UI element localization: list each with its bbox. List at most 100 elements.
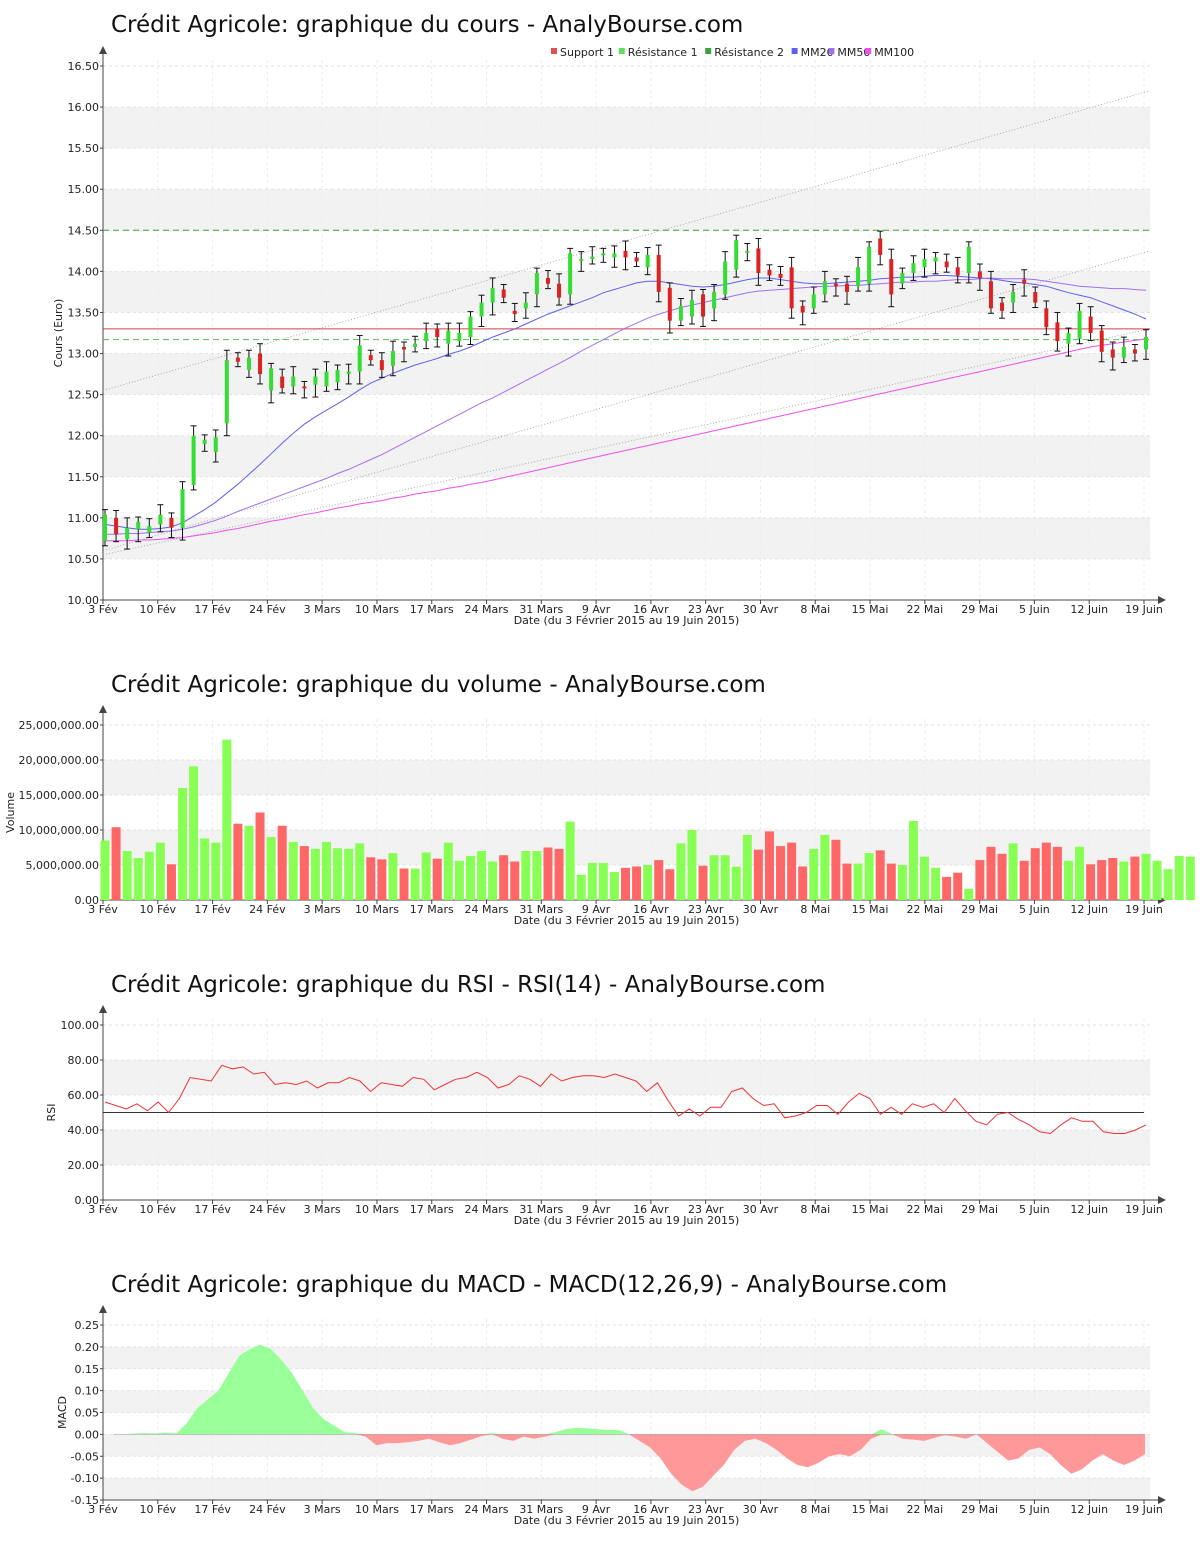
candle-body (601, 253, 606, 256)
candle-body (656, 254, 661, 292)
candle-body (1144, 337, 1148, 350)
candle-body (889, 259, 894, 295)
legend-swatch (618, 48, 625, 54)
candle (965, 241, 972, 284)
candle (976, 263, 983, 291)
candle (744, 242, 751, 262)
y-tick-label: 11.50 (68, 471, 100, 484)
x-axis-arrow (1158, 596, 1166, 604)
grid-band (103, 189, 1150, 231)
volume-bar (698, 865, 708, 900)
candle-body (468, 316, 473, 338)
x-tick-label: 22 Mai (906, 603, 943, 616)
volume-bar (211, 842, 221, 900)
candle-body (833, 283, 838, 287)
candle (467, 311, 474, 346)
candle (832, 278, 839, 297)
candle (544, 270, 551, 290)
candle (600, 247, 607, 263)
grid-band (103, 1478, 1150, 1500)
volume-bar (1119, 861, 1129, 900)
candle-body (390, 351, 395, 366)
legend-label: MM20 (801, 46, 834, 59)
grid-band (103, 517, 1150, 559)
candle-body (988, 281, 993, 309)
mm20-line (104, 275, 1147, 530)
volume-bar (222, 739, 232, 900)
x-tick-label: 8 Mai (800, 1203, 830, 1216)
y-axis-label: Volume (4, 792, 17, 833)
candle-body (1132, 349, 1137, 354)
candle (312, 368, 319, 398)
y-tick-label: 25,000,000.00 (19, 719, 99, 732)
candle (334, 364, 341, 391)
x-tick-label: 24 Fév (249, 603, 286, 616)
volume-bar (454, 860, 464, 900)
x-tick-label: 10 Fév (140, 603, 177, 616)
volume-bar (521, 851, 531, 900)
volume-bar (931, 867, 941, 900)
volume-bar (787, 842, 797, 900)
rsi-chart: 0.00 20.00 40.00 60.00 80.00 100.00 3 Fév 10 Fé… (45, 1005, 1166, 1227)
candle-body (922, 259, 927, 268)
x-tick-label: 30 Avr (743, 1203, 779, 1216)
grid-band (103, 1434, 1150, 1457)
candle-body (568, 253, 573, 295)
volume-bar (288, 841, 298, 900)
volume-bar (609, 872, 619, 900)
x-tick-label: 22 Mai (906, 1203, 943, 1216)
candle-body (723, 261, 728, 295)
volume-bar (621, 867, 630, 900)
candle-body (213, 437, 218, 453)
volume-bar (155, 842, 165, 900)
volume-bar (665, 869, 675, 900)
candle (1010, 284, 1017, 313)
rsi-line (104, 1064, 1147, 1135)
legend-label: Support 1 (560, 46, 614, 59)
y-tick-label: 5,000,000.00 (26, 859, 99, 872)
x-axis-label: Date (du 3 Février 2015 au 19 Juin 2015) (514, 914, 740, 927)
candle (799, 300, 806, 326)
candle (711, 284, 718, 322)
candle-body (346, 371, 351, 375)
candle (511, 302, 518, 322)
x-tick-label: 15 Mai (852, 1503, 889, 1516)
candle-body (712, 291, 717, 309)
candle-body (1033, 291, 1038, 303)
candle-body (844, 283, 849, 292)
volume-bar (388, 853, 398, 900)
y-tick-label: 100.00 (61, 1019, 100, 1032)
legend-swatch (828, 48, 835, 54)
x-tick-label: 24 Mars (465, 1203, 509, 1216)
volume-bar (632, 866, 642, 900)
volume-bar (853, 863, 863, 900)
candle (688, 289, 695, 325)
candle-body (590, 256, 595, 260)
grid-band (103, 1390, 1150, 1413)
candle-body (280, 376, 285, 389)
candle (1043, 300, 1050, 336)
volume-bar (997, 853, 1007, 900)
x-tick-label: 5 Juin (1019, 903, 1050, 916)
candle-body (136, 521, 141, 530)
volume-bar (920, 856, 930, 900)
y-tick-label: -0.15 (71, 1494, 99, 1507)
mm50-line (105, 277, 1147, 535)
x-tick-label: 16 Avr (633, 603, 669, 616)
volume-bar (565, 821, 575, 900)
candle-body (1066, 333, 1071, 344)
candle (434, 323, 441, 348)
candle (212, 429, 219, 463)
x-tick-label: 24 Mars (465, 1503, 509, 1516)
x-tick-label: 22 Mai (906, 903, 943, 916)
y-tick-label: 10.50 (68, 553, 100, 566)
candle (245, 349, 252, 378)
y-tick-label: 16.00 (68, 101, 100, 114)
macd-chart-title: Crédit Agricole: graphique du MACD - MAC… (111, 1272, 948, 1298)
candle-body (335, 369, 340, 383)
x-tick-label: 16 Avr (633, 1503, 669, 1516)
candle (766, 264, 773, 281)
volume-bar (908, 820, 918, 900)
candle-body (246, 357, 251, 370)
